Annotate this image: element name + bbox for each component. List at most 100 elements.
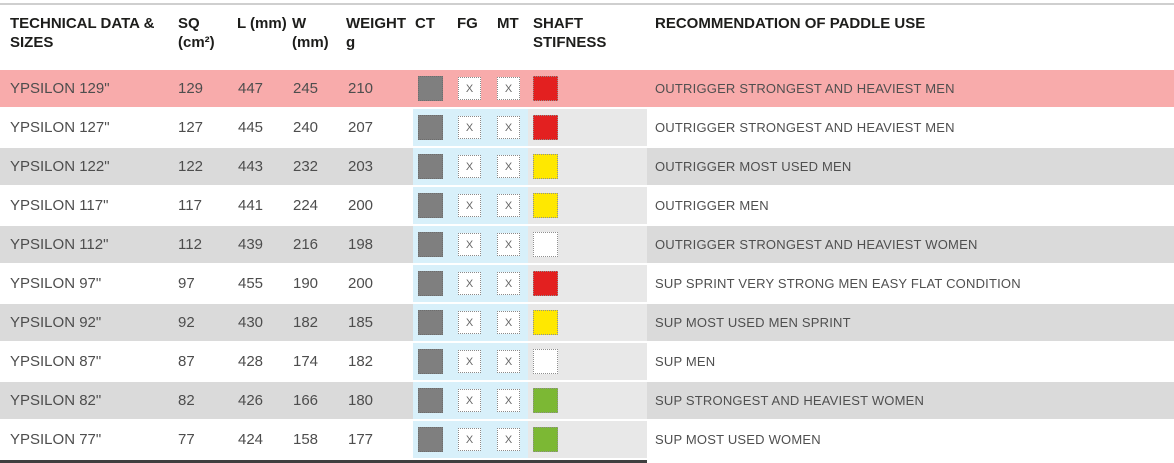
mt-cell: x [489, 70, 528, 107]
table-row[interactable]: YPSILON 112" 112 439 216 198 x x OUTRIGG… [0, 226, 1174, 265]
weight-value: 177 [345, 421, 413, 458]
paddle-model-label: YPSILON 77" [0, 421, 175, 458]
shaft-stifness-cell [528, 187, 647, 224]
recommendation-text: SUP MOST USED MEN SPRINT [647, 304, 1174, 341]
paddle-spec-table: TECHNICAL DATA & SIZES SQ (cm²) L (mm) W… [0, 3, 1174, 463]
fg-cell: x [451, 343, 489, 380]
weight-value: 200 [345, 187, 413, 224]
ct-filled-square-icon [418, 427, 443, 452]
width-value: 216 [290, 226, 345, 263]
table-header-row: TECHNICAL DATA & SIZES SQ (cm²) L (mm) W… [0, 5, 1174, 70]
header-recommendation: RECOMMENDATION OF PADDLE USE [655, 15, 926, 32]
recommendation-text: OUTRIGGER STRONGEST AND HEAVIEST MEN [647, 109, 1174, 146]
mt-x-checkbox-icon: x [497, 233, 520, 256]
recommendation-text: SUP MEN [647, 343, 1174, 380]
shaft-stifness-cell [528, 148, 647, 185]
width-value: 232 [290, 148, 345, 185]
ct-filled-square-icon [418, 271, 443, 296]
shaft-stiffness-swatch [533, 232, 558, 257]
ct-cell [413, 148, 451, 185]
table-row[interactable]: YPSILON 87" 87 428 174 182 x x SUP MEN [0, 343, 1174, 382]
paddle-model-label: YPSILON 92" [0, 304, 175, 341]
paddle-model-label: YPSILON 82" [0, 382, 175, 419]
width-value: 190 [290, 265, 345, 302]
shaft-stifness-cell [528, 265, 647, 302]
fg-x-checkbox-icon: x [458, 350, 481, 373]
width-value: 224 [290, 187, 345, 224]
mt-x-checkbox-icon: x [497, 194, 520, 217]
header-sq-cm2: SQ (cm²) [178, 15, 215, 51]
fg-x-checkbox-icon: x [458, 194, 481, 217]
recommendation-text: SUP SPRINT VERY STRONG MEN EASY FLAT CON… [647, 265, 1174, 302]
recommendation-text: SUP MOST USED WOMEN [647, 421, 1174, 458]
mt-x-checkbox-icon: x [497, 389, 520, 412]
fg-x-checkbox-icon: x [458, 233, 481, 256]
shaft-stiffness-swatch [533, 115, 558, 140]
weight-value: 182 [345, 343, 413, 380]
length-value: 447 [235, 70, 290, 107]
shaft-stiffness-swatch [533, 76, 558, 101]
fg-x-checkbox-icon: x [458, 116, 481, 139]
shaft-stiffness-swatch [533, 310, 558, 335]
weight-value: 180 [345, 382, 413, 419]
recommendation-text: OUTRIGGER MOST USED MEN [647, 148, 1174, 185]
ct-filled-square-icon [418, 76, 443, 101]
fg-cell: x [451, 382, 489, 419]
width-value: 240 [290, 109, 345, 146]
table-row[interactable]: YPSILON 92" 92 430 182 185 x x SUP MOST … [0, 304, 1174, 343]
table-row[interactable]: YPSILON 127" 127 445 240 207 x x OUTRIGG… [0, 109, 1174, 148]
shaft-stifness-cell [528, 343, 647, 380]
sq-value: 117 [175, 187, 235, 224]
fg-cell: x [451, 304, 489, 341]
header-weight-g: WEIGHT g [346, 15, 406, 51]
width-value: 182 [290, 304, 345, 341]
table-row[interactable]: YPSILON 122" 122 443 232 203 x x OUTRIGG… [0, 148, 1174, 187]
mt-x-checkbox-icon: x [497, 155, 520, 178]
mt-x-checkbox-icon: x [497, 311, 520, 334]
length-value: 445 [235, 109, 290, 146]
length-value: 426 [235, 382, 290, 419]
recommendation-text: OUTRIGGER STRONGEST AND HEAVIEST MEN [647, 70, 1174, 107]
paddle-model-label: YPSILON 112" [0, 226, 175, 263]
ct-cell [413, 187, 451, 224]
header-l-mm: L (mm) [237, 15, 287, 32]
fg-x-checkbox-icon: x [458, 311, 481, 334]
table-row[interactable]: YPSILON 129" 129 447 245 210 x x OUTRIGG… [0, 70, 1174, 109]
weight-value: 198 [345, 226, 413, 263]
shaft-stifness-cell [528, 226, 647, 263]
paddle-model-label: YPSILON 87" [0, 343, 175, 380]
ct-cell [413, 109, 451, 146]
mt-cell: x [489, 304, 528, 341]
fg-cell: x [451, 70, 489, 107]
header-ct: CT [415, 15, 435, 32]
width-value: 174 [290, 343, 345, 380]
mt-cell: x [489, 109, 528, 146]
ct-filled-square-icon [418, 232, 443, 257]
ct-cell [413, 421, 451, 458]
fg-cell: x [451, 109, 489, 146]
weight-value: 185 [345, 304, 413, 341]
ct-cell [413, 304, 451, 341]
length-value: 441 [235, 187, 290, 224]
ct-cell [413, 70, 451, 107]
header-w-mm: W (mm) [292, 15, 329, 51]
length-value: 455 [235, 265, 290, 302]
table-row[interactable]: YPSILON 117" 117 441 224 200 x x OUTRIGG… [0, 187, 1174, 226]
sq-value: 129 [175, 70, 235, 107]
table-row[interactable]: YPSILON 77" 77 424 158 177 x x SUP MOST … [0, 421, 1174, 460]
mt-cell: x [489, 421, 528, 458]
shaft-stifness-cell [528, 421, 647, 458]
recommendation-text: OUTRIGGER MEN [647, 187, 1174, 224]
ct-cell [413, 265, 451, 302]
shaft-stifness-cell [528, 70, 647, 107]
table-row[interactable]: YPSILON 97" 97 455 190 200 x x SUP SPRIN… [0, 265, 1174, 304]
shaft-stifness-cell [528, 109, 647, 146]
width-value: 245 [290, 70, 345, 107]
table-top-border [0, 3, 1174, 5]
fg-cell: x [451, 187, 489, 224]
mt-cell: x [489, 265, 528, 302]
shaft-stiffness-swatch [533, 154, 558, 179]
ct-filled-square-icon [418, 193, 443, 218]
table-row[interactable]: YPSILON 82" 82 426 166 180 x x SUP STRON… [0, 382, 1174, 421]
paddle-model-label: YPSILON 122" [0, 148, 175, 185]
